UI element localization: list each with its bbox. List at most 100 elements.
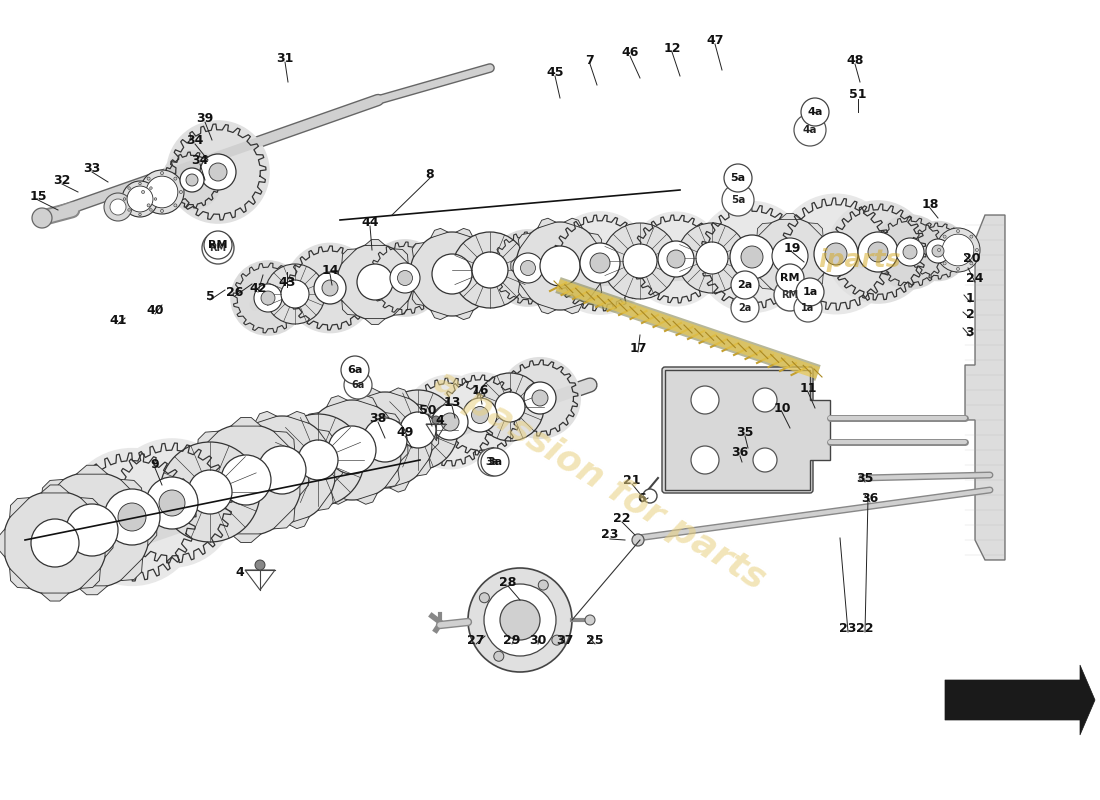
Polygon shape xyxy=(342,301,356,315)
Circle shape xyxy=(667,250,685,268)
Polygon shape xyxy=(120,558,143,581)
Circle shape xyxy=(209,163,227,181)
Circle shape xyxy=(110,199,126,215)
Circle shape xyxy=(484,584,556,656)
Text: 12: 12 xyxy=(663,42,681,54)
Text: 37: 37 xyxy=(557,634,574,646)
Circle shape xyxy=(118,503,146,531)
Circle shape xyxy=(903,245,917,259)
Circle shape xyxy=(204,231,232,259)
Circle shape xyxy=(437,372,524,458)
Circle shape xyxy=(104,489,160,545)
Circle shape xyxy=(400,412,436,448)
Polygon shape xyxy=(757,223,771,238)
Polygon shape xyxy=(340,459,353,476)
Circle shape xyxy=(772,238,808,274)
Text: 30: 30 xyxy=(529,634,547,646)
Polygon shape xyxy=(590,283,602,299)
Polygon shape xyxy=(327,493,348,504)
Polygon shape xyxy=(365,239,385,246)
Text: 40: 40 xyxy=(146,303,164,317)
Circle shape xyxy=(868,242,888,262)
Circle shape xyxy=(322,280,338,296)
Circle shape xyxy=(285,242,375,334)
Circle shape xyxy=(174,177,177,180)
Circle shape xyxy=(937,249,940,251)
Circle shape xyxy=(696,201,808,313)
Circle shape xyxy=(104,193,132,221)
Text: 35: 35 xyxy=(736,426,754,438)
Polygon shape xyxy=(305,413,319,430)
Circle shape xyxy=(590,253,610,273)
Text: 3a: 3a xyxy=(485,457,498,467)
Polygon shape xyxy=(538,218,556,228)
Circle shape xyxy=(691,386,719,414)
Text: 8: 8 xyxy=(426,169,434,182)
Circle shape xyxy=(585,615,595,625)
Polygon shape xyxy=(42,558,64,581)
Text: 25: 25 xyxy=(586,634,604,646)
Text: 1a: 1a xyxy=(802,303,815,313)
Circle shape xyxy=(150,209,152,211)
Text: 36: 36 xyxy=(861,491,879,505)
Circle shape xyxy=(644,489,657,503)
Polygon shape xyxy=(400,439,408,461)
Polygon shape xyxy=(0,529,6,557)
Text: 5: 5 xyxy=(206,290,214,302)
Text: 34: 34 xyxy=(191,154,209,166)
Text: 44: 44 xyxy=(361,215,378,229)
Text: 22: 22 xyxy=(614,511,630,525)
Text: 1a: 1a xyxy=(802,287,817,297)
Circle shape xyxy=(34,472,150,588)
Polygon shape xyxy=(287,411,309,423)
Circle shape xyxy=(548,211,652,315)
Circle shape xyxy=(957,230,959,233)
Circle shape xyxy=(128,186,130,190)
Circle shape xyxy=(107,438,236,568)
Circle shape xyxy=(490,229,566,307)
Circle shape xyxy=(976,249,979,251)
Circle shape xyxy=(66,504,118,556)
Circle shape xyxy=(221,455,271,505)
Text: 36: 36 xyxy=(732,446,749,458)
Circle shape xyxy=(732,294,759,322)
Circle shape xyxy=(628,211,724,306)
Circle shape xyxy=(452,232,528,308)
Circle shape xyxy=(794,114,826,146)
Polygon shape xyxy=(274,431,295,453)
Polygon shape xyxy=(757,274,771,289)
Circle shape xyxy=(970,235,972,238)
Polygon shape xyxy=(120,479,143,502)
Polygon shape xyxy=(808,274,823,289)
Polygon shape xyxy=(518,283,531,299)
Text: 2a: 2a xyxy=(738,303,751,313)
Polygon shape xyxy=(518,233,531,249)
Text: 20: 20 xyxy=(964,251,981,265)
Circle shape xyxy=(540,246,580,286)
Polygon shape xyxy=(300,465,308,495)
Circle shape xyxy=(801,98,829,126)
Polygon shape xyxy=(826,246,833,266)
Text: 7: 7 xyxy=(585,54,594,66)
Circle shape xyxy=(272,414,364,506)
Circle shape xyxy=(337,392,433,488)
Circle shape xyxy=(872,214,948,290)
Circle shape xyxy=(160,490,185,516)
Circle shape xyxy=(179,190,183,194)
Circle shape xyxy=(200,154,236,190)
Polygon shape xyxy=(305,470,319,487)
Polygon shape xyxy=(432,430,439,450)
Text: 31: 31 xyxy=(276,51,294,65)
Circle shape xyxy=(314,272,346,304)
Circle shape xyxy=(896,238,924,266)
Circle shape xyxy=(513,253,543,283)
Polygon shape xyxy=(361,388,381,398)
Circle shape xyxy=(724,164,752,192)
Text: 2: 2 xyxy=(966,309,975,322)
Circle shape xyxy=(754,448,777,472)
Polygon shape xyxy=(80,569,100,588)
Circle shape xyxy=(825,243,847,265)
Text: 23: 23 xyxy=(602,529,618,542)
Circle shape xyxy=(403,374,497,470)
Polygon shape xyxy=(76,466,108,474)
